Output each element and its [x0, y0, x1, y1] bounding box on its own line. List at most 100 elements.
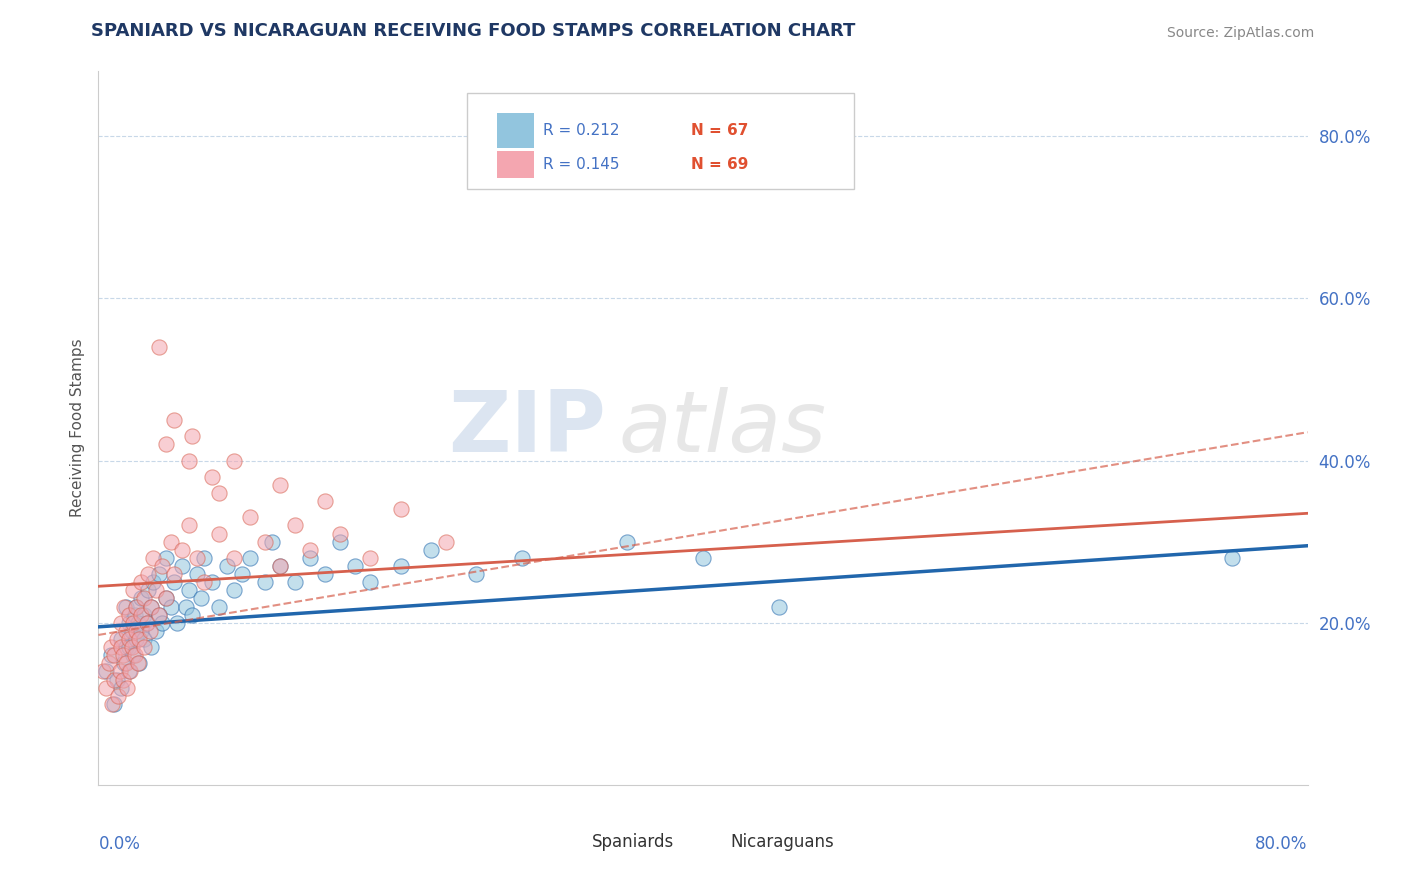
Point	[360, 550, 382, 565]
Point	[122, 615, 145, 630]
Point	[128, 632, 150, 646]
Point	[108, 665, 131, 679]
Point	[125, 632, 148, 646]
Text: SPANIARD VS NICARAGUAN RECEIVING FOOD STAMPS CORRELATION CHART: SPANIARD VS NICARAGUAN RECEIVING FOOD ST…	[91, 22, 856, 40]
Point	[170, 559, 193, 574]
Point	[145, 583, 167, 598]
Point	[299, 542, 322, 557]
Point	[510, 550, 533, 565]
Point	[148, 567, 170, 582]
Point	[299, 550, 322, 565]
Point	[262, 534, 284, 549]
Point	[110, 640, 132, 654]
Point	[121, 640, 143, 654]
Point	[142, 550, 165, 565]
Point	[224, 453, 246, 467]
Point	[170, 542, 193, 557]
Point	[132, 640, 155, 654]
Point	[118, 640, 141, 654]
Point	[163, 575, 186, 590]
Point	[150, 559, 173, 574]
Point	[94, 681, 117, 695]
Point	[141, 599, 163, 614]
Point	[155, 591, 177, 606]
Point	[186, 567, 208, 582]
Point	[208, 526, 231, 541]
Text: R = 0.145: R = 0.145	[543, 157, 620, 171]
Text: Nicaraguans: Nicaraguans	[731, 833, 835, 851]
Point	[616, 534, 638, 549]
Point	[115, 681, 138, 695]
Point	[314, 494, 336, 508]
Point	[215, 559, 238, 574]
Point	[145, 624, 167, 638]
Point	[114, 624, 136, 638]
Point	[155, 550, 177, 565]
Point	[114, 599, 136, 614]
Point	[692, 550, 714, 565]
Point	[360, 575, 382, 590]
Point	[208, 599, 231, 614]
Point	[125, 599, 148, 614]
Text: R = 0.212: R = 0.212	[543, 123, 620, 138]
Point	[114, 657, 136, 671]
Point	[253, 575, 276, 590]
Point	[329, 534, 352, 549]
Point	[136, 567, 159, 582]
Y-axis label: Receiving Food Stamps: Receiving Food Stamps	[69, 339, 84, 517]
Point	[239, 510, 262, 524]
Point	[201, 470, 224, 484]
Point	[127, 657, 149, 671]
Point	[181, 607, 204, 622]
Point	[94, 665, 117, 679]
Point	[132, 632, 155, 646]
Point	[122, 648, 145, 663]
Point	[100, 640, 122, 654]
Point	[389, 559, 412, 574]
Point	[420, 542, 443, 557]
Point	[142, 575, 165, 590]
Point	[284, 518, 307, 533]
Point	[118, 632, 141, 646]
Text: Source: ZipAtlas.com: Source: ZipAtlas.com	[1167, 26, 1315, 40]
Point	[135, 615, 157, 630]
Point	[148, 340, 170, 354]
Point	[148, 607, 170, 622]
FancyBboxPatch shape	[467, 93, 855, 189]
Point	[125, 624, 148, 638]
Point	[166, 615, 188, 630]
Point	[112, 657, 135, 671]
Point	[141, 599, 163, 614]
Point	[132, 591, 155, 606]
Point	[193, 575, 215, 590]
Point	[186, 550, 208, 565]
Point	[112, 599, 135, 614]
Point	[155, 437, 177, 451]
Point	[136, 583, 159, 598]
Point	[135, 615, 157, 630]
Point	[193, 550, 215, 565]
Point	[127, 615, 149, 630]
Point	[110, 615, 132, 630]
Point	[98, 657, 121, 671]
Point	[434, 534, 457, 549]
Point	[132, 607, 155, 622]
Point	[124, 607, 146, 622]
Point	[129, 607, 152, 622]
Point	[1220, 550, 1243, 565]
Text: 0.0%: 0.0%	[98, 835, 141, 853]
Point	[120, 665, 142, 679]
Point	[224, 550, 246, 565]
Bar	[685, 828, 721, 856]
Point	[129, 624, 152, 638]
Point	[314, 567, 336, 582]
Point	[329, 526, 352, 541]
Point	[118, 615, 141, 630]
Text: Spaniards: Spaniards	[592, 833, 673, 851]
Point	[465, 567, 488, 582]
Point	[105, 632, 128, 646]
Point	[91, 665, 114, 679]
Text: N = 67: N = 67	[690, 123, 748, 138]
Point	[121, 624, 143, 638]
Point	[141, 640, 163, 654]
